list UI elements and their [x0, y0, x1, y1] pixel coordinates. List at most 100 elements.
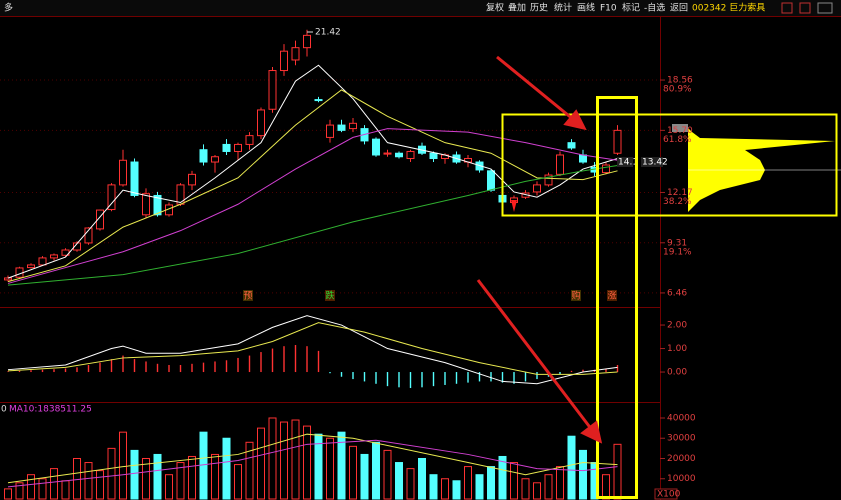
macd-bar	[214, 361, 216, 373]
macd-bar	[329, 372, 331, 374]
volume-bar	[245, 441, 254, 500]
candle-body	[314, 99, 323, 102]
signal-box	[325, 290, 335, 301]
candle-body	[188, 173, 196, 186]
candle-body	[280, 50, 288, 72]
macd-bar	[501, 372, 504, 383]
macd-bar	[363, 372, 366, 382]
macd-bar	[340, 372, 343, 377]
unit-box	[654, 488, 678, 500]
macd-bar	[386, 372, 389, 387]
macd-bar	[156, 363, 159, 373]
volume-bar	[4, 488, 12, 500]
volume-bar	[314, 433, 323, 500]
volume-bar	[84, 462, 93, 500]
toolbar-button[interactable]: 返回	[670, 2, 688, 14]
volume-bar	[50, 468, 58, 500]
macd-bar	[30, 370, 32, 373]
candle-body	[567, 142, 576, 149]
macd-bar	[202, 362, 205, 373]
macd-bar	[145, 361, 147, 373]
indicator-line	[7, 128, 618, 284]
macd-bar	[283, 346, 285, 373]
high-label: 21.42	[315, 28, 341, 38]
arrows	[476, 55, 603, 444]
indicator-line	[7, 322, 618, 375]
macd-bar	[191, 363, 193, 373]
y-tick-label: 20000	[667, 454, 696, 464]
candle-body	[579, 154, 587, 163]
macd-bar	[570, 370, 573, 373]
candle-body	[395, 152, 403, 158]
volume-bar	[222, 437, 231, 500]
toolbar-button[interactable]: 画线	[577, 2, 595, 14]
icon[interactable]	[817, 2, 833, 14]
volume-bar	[188, 455, 196, 500]
volume-bar	[15, 482, 24, 500]
volume-bar	[268, 417, 277, 500]
macd-bar	[616, 364, 619, 373]
indicator-line	[7, 439, 618, 488]
fib-label: 61.8%	[663, 135, 692, 145]
volume-bar	[544, 474, 553, 500]
volume-bar	[567, 435, 576, 500]
macd-bar	[432, 372, 435, 387]
toolbar-button[interactable]: 统计	[554, 2, 572, 14]
y-tick-label: 2.00	[667, 321, 687, 331]
volume-bar	[199, 431, 208, 500]
candle-body	[326, 124, 334, 138]
candle-body	[4, 277, 12, 281]
macd-bar	[605, 368, 607, 373]
macd-bar	[513, 372, 515, 384]
macd-bar	[64, 368, 67, 373]
fib-label: 38.2%	[663, 197, 692, 207]
y-tick-label: 30000	[667, 434, 696, 444]
candle-body	[27, 264, 35, 269]
volume-bar	[383, 449, 392, 500]
fib-label: 19.1%	[663, 247, 692, 257]
icon[interactable]	[799, 2, 811, 14]
volume-bar	[176, 462, 185, 500]
price-tag: 14.1	[618, 158, 638, 168]
macd-bar	[122, 355, 124, 373]
macd-bar	[76, 367, 78, 373]
y-tick-label: 10000	[667, 474, 696, 484]
volume-bar	[142, 457, 150, 500]
y-tick-label: 9.31	[667, 238, 687, 248]
toolbar-button[interactable]: 复权	[486, 2, 504, 14]
candle-body	[303, 34, 311, 49]
macd-bar	[7, 371, 9, 373]
volume-bar	[579, 449, 587, 500]
icon[interactable]	[781, 2, 793, 14]
macd-bar	[409, 372, 412, 389]
volume-bar	[130, 449, 139, 500]
macd-bar	[260, 352, 262, 373]
candle-body	[38, 257, 47, 266]
arrow-head	[580, 420, 603, 444]
toolbar-button[interactable]: 标记	[622, 2, 640, 14]
signal-label: 涨	[607, 291, 616, 302]
volume-bar	[234, 464, 242, 500]
macd-bar	[237, 357, 239, 373]
macd-bar	[421, 372, 423, 388]
macd-bar	[179, 364, 182, 373]
candle-body	[429, 152, 438, 160]
toolbar-button[interactable]: F10	[600, 4, 617, 14]
fib-label: 80.9%	[663, 85, 692, 95]
candle-body	[222, 143, 231, 152]
plot: 18.56 15.70 12.17 9.31 6.46 80.9% 61.8% 38.2% 19…	[0, 28, 696, 500]
candle-body	[107, 184, 116, 211]
volume-bar	[96, 470, 104, 500]
highlight-box	[596, 96, 638, 499]
macd-bar	[317, 350, 320, 373]
toolbar-button[interactable]: 叠加	[508, 3, 526, 14]
price-tag-bg	[641, 157, 663, 167]
volume-bar	[291, 419, 300, 500]
volume-bar	[27, 474, 35, 500]
candle-body	[96, 209, 104, 230]
toolbar-button[interactable]: 历史	[530, 2, 548, 14]
signal-box	[571, 290, 581, 301]
price-tag: 13.42	[642, 158, 668, 168]
toolbar-button[interactable]: -自选	[644, 2, 665, 14]
